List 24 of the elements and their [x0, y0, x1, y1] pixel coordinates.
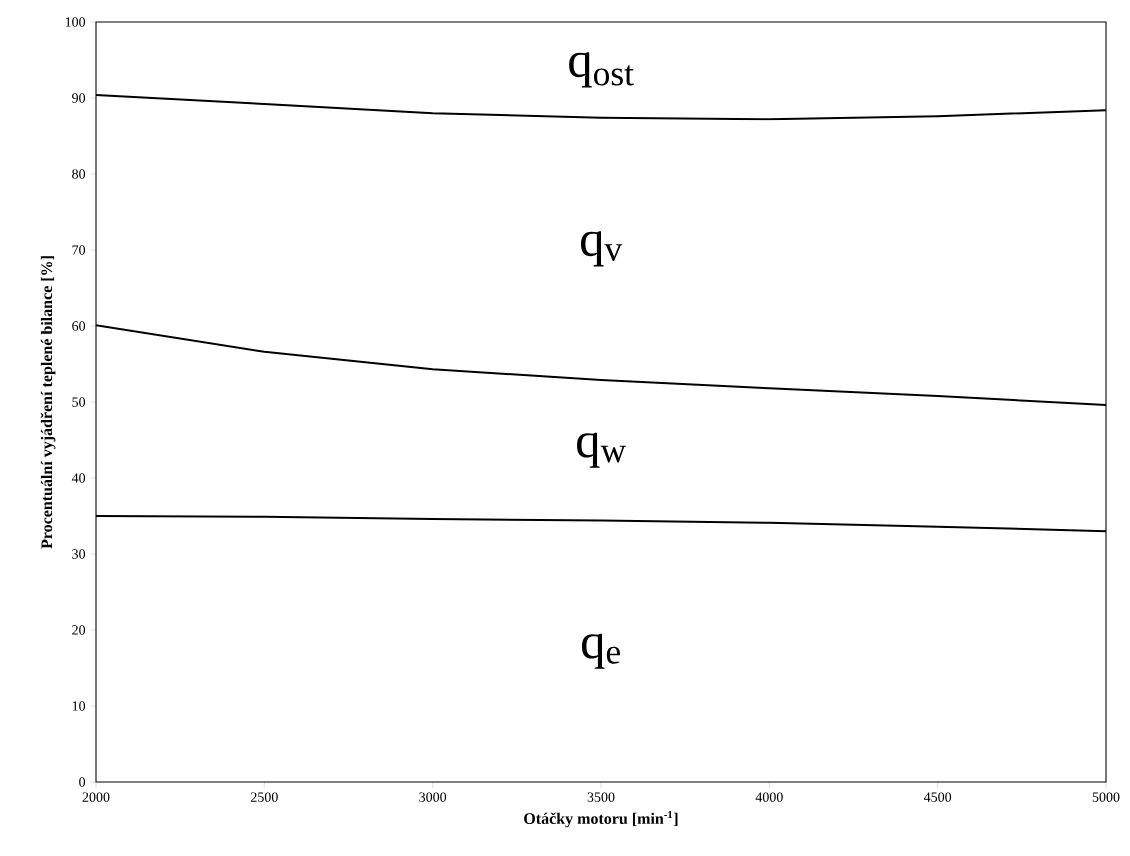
- x-tick-label: 3500: [587, 792, 615, 802]
- annotation: q$_{ost}$: [569, 52, 634, 88]
- annotation: q$_{w}$: [577, 432, 626, 468]
- y-tick-label: 30: [72, 549, 86, 559]
- annotation: q$_{v}$: [580, 231, 623, 267]
- y-tick-label: 0: [79, 777, 86, 787]
- y-tick-label: 60: [72, 321, 86, 331]
- x-tick-label: 2500: [250, 792, 278, 802]
- y-axis-title: Procentuální vyjádření teplené bilance [%]: [40, 256, 56, 549]
- annotation: q$_{e}$: [581, 633, 620, 669]
- x-tick-label: 3000: [419, 792, 447, 802]
- x-axis-title: Otáčky motoru [min$^{-1}$]: [524, 811, 678, 828]
- x-tick-label: 2000: [82, 792, 110, 802]
- y-tick-label: 10: [72, 701, 86, 711]
- x-tick-label: 4000: [755, 792, 783, 802]
- x-tick-label: 5000: [1092, 792, 1120, 802]
- x-tick-label: 4500: [923, 792, 952, 802]
- y-tick-label: 80: [72, 169, 86, 179]
- y-tick-label: 40: [71, 473, 86, 483]
- y-tick-label: 90: [72, 93, 86, 103]
- y-tick-label: 20: [72, 625, 86, 635]
- y-tick-label: 100: [65, 17, 86, 27]
- y-tick-label: 70: [72, 245, 86, 255]
- y-tick-label: 50: [72, 397, 86, 407]
